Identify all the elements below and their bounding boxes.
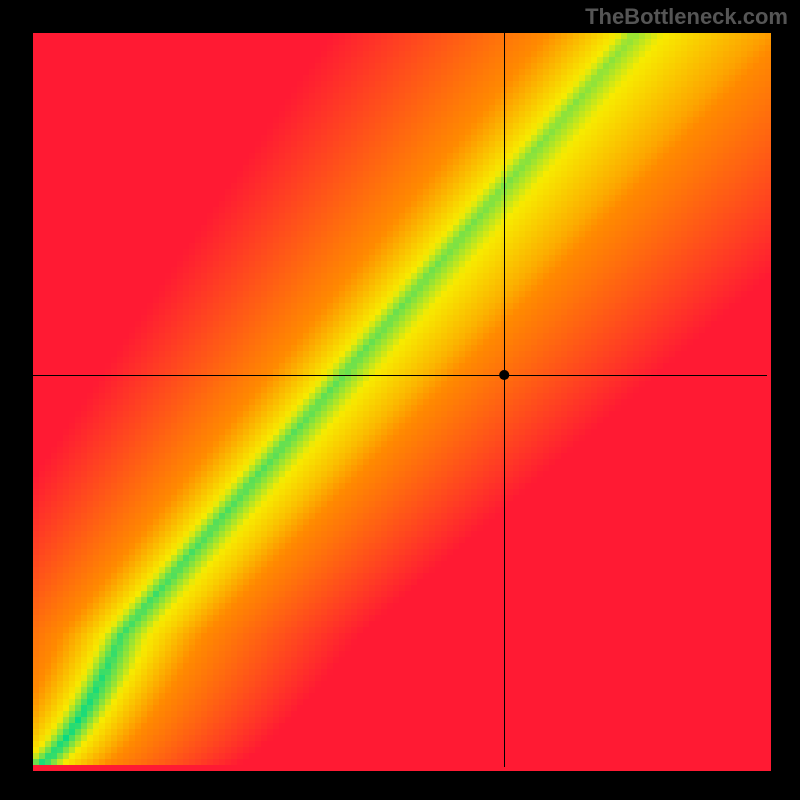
watermark-text: TheBottleneck.com (585, 4, 788, 30)
heatmap-canvas (0, 0, 800, 800)
chart-container: TheBottleneck.com (0, 0, 800, 800)
